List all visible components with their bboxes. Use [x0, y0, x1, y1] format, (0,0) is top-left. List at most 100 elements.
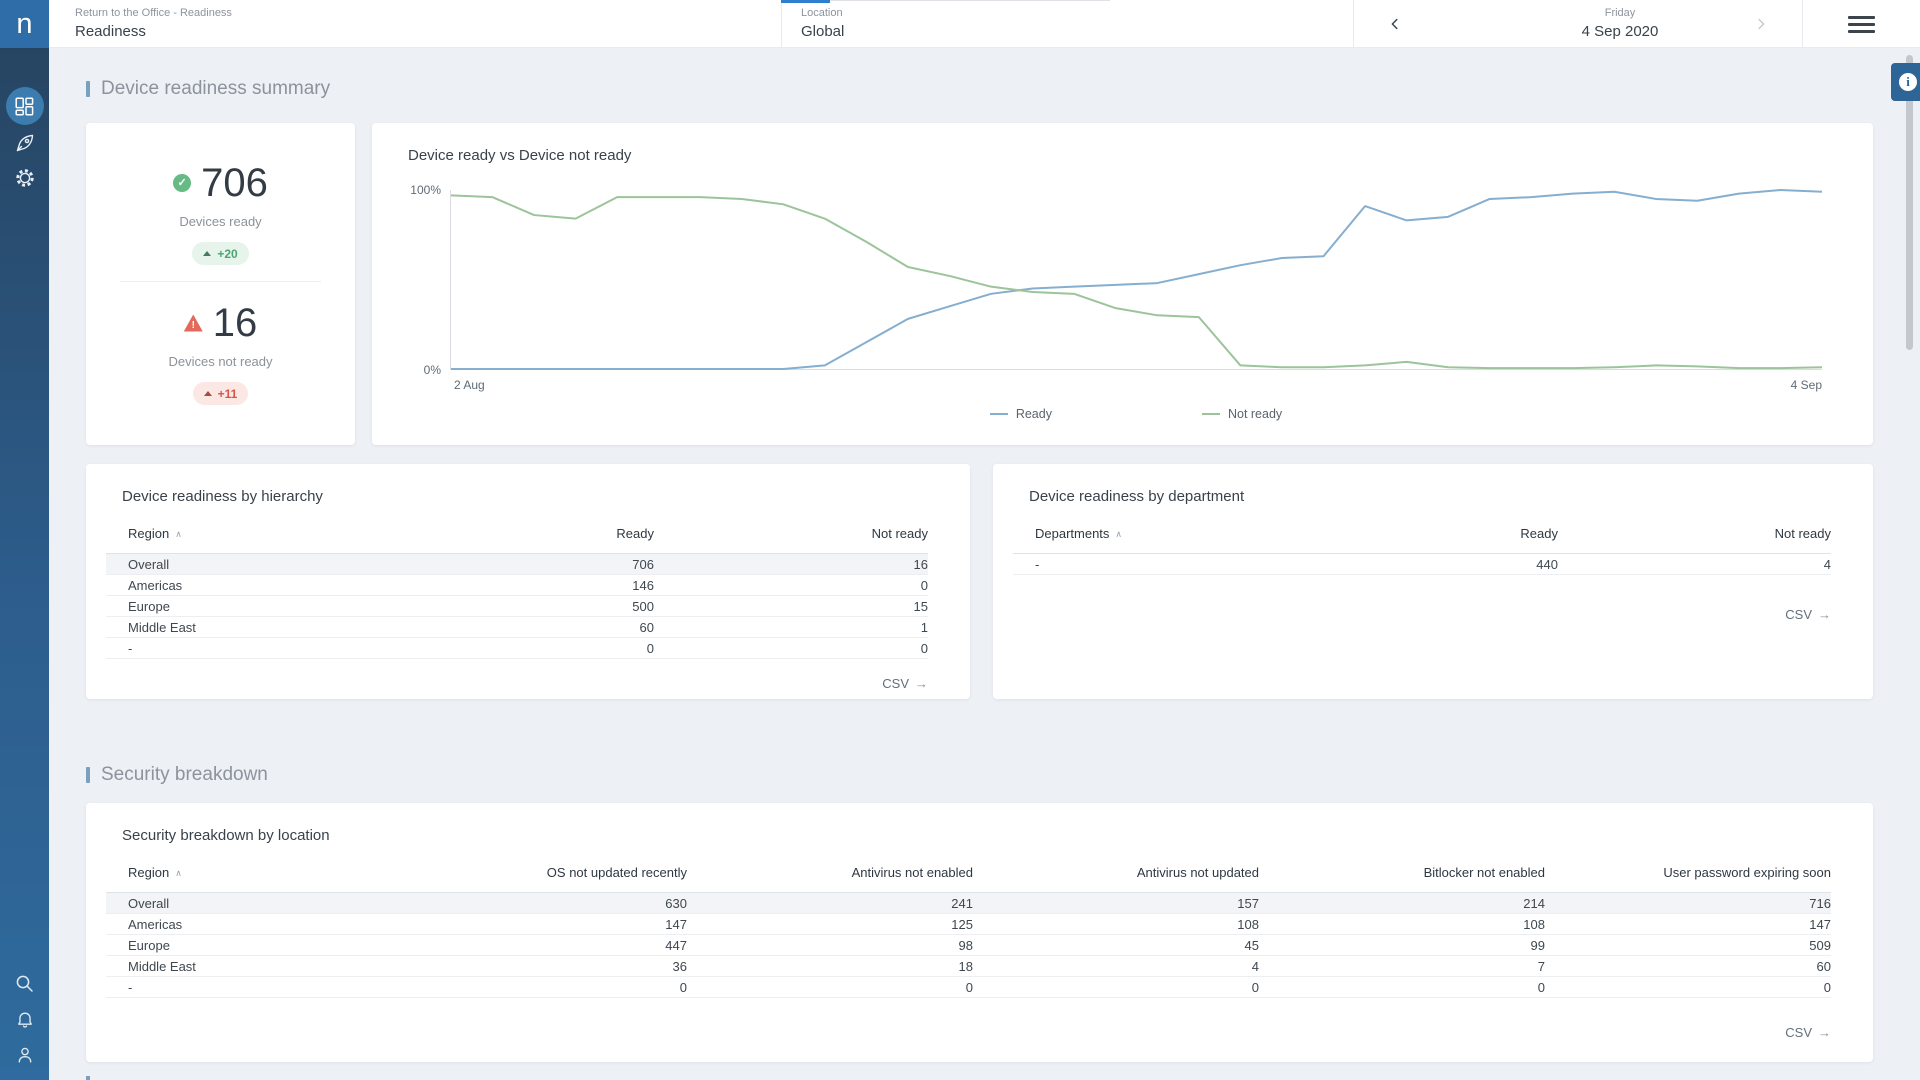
line-chart-plot-area	[450, 190, 1822, 370]
check-circle-icon: ✓	[173, 174, 192, 192]
chart-legend: Ready Not ready	[450, 407, 1822, 421]
divider	[781, 0, 782, 47]
sidebar-nav: n	[0, 0, 49, 1080]
table-cell: 0	[973, 976, 1259, 998]
device-readiness-kpi-card: ✓ 706 Devices ready +20 ! 16 Devices not…	[86, 123, 355, 445]
table-cell: 60	[1545, 955, 1831, 977]
column-header-not-ready[interactable]: Not ready	[654, 526, 928, 554]
table-row: Middle East 60 1	[106, 616, 928, 638]
table-title: Device readiness by hierarchy	[122, 488, 323, 505]
menu-button[interactable]	[1848, 16, 1875, 33]
sidebar-item-profile[interactable]	[0, 1044, 49, 1066]
page-title: Readiness	[75, 23, 146, 40]
info-button[interactable]: i	[1891, 63, 1920, 101]
table-cell: 716	[1545, 892, 1831, 914]
table-cell: -	[106, 637, 380, 659]
sidebar-item-notifications[interactable]	[0, 1009, 49, 1031]
table-cell: Overall	[106, 892, 401, 914]
legend-item-ready[interactable]: Ready	[989, 407, 1052, 421]
column-header-user-password-expiring-soon[interactable]: User password expiring soon	[1545, 865, 1831, 893]
table-row: -440 4	[1013, 553, 1831, 575]
table-row: Americas 146 0	[106, 574, 928, 596]
table-cell: Middle East	[106, 616, 380, 638]
table-cell: 4	[1558, 553, 1831, 575]
table-cell: 45	[973, 934, 1259, 956]
table-cell: -	[1013, 553, 1285, 575]
sort-ascending-icon: ∧	[1115, 529, 1123, 539]
devices-ready-kpi: ✓ 706 Devices ready +20	[86, 163, 355, 265]
table-cell: 36	[401, 955, 687, 977]
devices-not-ready-value: 16	[212, 301, 258, 345]
table-cell: 0	[654, 637, 928, 659]
sidebar-item-settings[interactable]	[0, 167, 49, 189]
table-cell: 500	[380, 595, 654, 617]
table-cell: Europe	[106, 595, 380, 617]
trend-up-icon	[203, 391, 212, 396]
date-selector[interactable]: Friday 4 Sep 2020	[1520, 6, 1720, 41]
section-title: Security breakdown	[101, 764, 268, 785]
table-cell: 706	[380, 553, 654, 575]
table-cell: 0	[1545, 976, 1831, 998]
trend-up-icon	[203, 251, 212, 256]
table-cell: Americas	[106, 913, 401, 935]
readiness-by-hierarchy-card: Device readiness by hierarchy Region ∧ Rea…	[86, 464, 970, 699]
legend-item-not-ready[interactable]: Not ready	[1201, 407, 1282, 421]
table-row: Europe 500 15	[106, 595, 928, 617]
column-header-antivirus-not-enabled[interactable]: Antivirus not enabled	[687, 865, 973, 893]
table-cell: 16	[654, 553, 928, 575]
column-header-region[interactable]: Region ∧	[106, 865, 401, 893]
scrollbar-thumb[interactable]	[1906, 55, 1913, 350]
column-header-bitlocker-not-enabled[interactable]: Bitlocker not enabled	[1259, 865, 1545, 893]
divider	[1353, 0, 1354, 47]
csv-export-link[interactable]: CSV →	[1785, 607, 1831, 622]
location-label: Location	[801, 7, 843, 19]
readiness-by-department-card: Device readiness by department Departmen…	[993, 464, 1873, 699]
arrow-right-icon: →	[1818, 607, 1831, 622]
dashboard-grid-icon	[15, 96, 34, 116]
csv-export-link[interactable]: CSV →	[882, 676, 928, 691]
column-header-departments[interactable]: Departments ∧	[1013, 526, 1285, 554]
devices-not-ready-kpi: ! 16 Devices not ready +11	[86, 303, 355, 405]
sidebar-item-search[interactable]	[0, 973, 49, 995]
table-cell: 214	[1259, 892, 1545, 914]
column-header-os-not-updated-recently[interactable]: OS not updated recently	[401, 865, 687, 893]
chevron-right-icon	[1758, 18, 1765, 30]
table-row: Europe 447 98 45 99 509	[106, 934, 1831, 956]
table-cell: 447	[401, 934, 687, 956]
table-cell: Europe	[106, 934, 401, 956]
page-heading: Return to the Office - Readiness Readine…	[75, 6, 232, 41]
sort-ascending-icon: ∧	[175, 529, 182, 539]
table-row: Overall 630 241 157 214 716	[106, 892, 1831, 914]
app-logo[interactable]: n	[0, 0, 49, 48]
hamburger-icon	[1848, 16, 1875, 19]
chart-title: Device ready vs Device not ready	[408, 147, 632, 164]
column-header-not-ready[interactable]: Not ready	[1558, 526, 1831, 554]
x-axis-end-label: 4 Sep	[1790, 378, 1822, 392]
column-header-ready[interactable]: Ready	[1285, 526, 1558, 554]
table-cell: Americas	[106, 574, 380, 596]
date-value: 4 Sep 2020	[1581, 23, 1659, 40]
next-day-button-disabled[interactable]	[1749, 12, 1773, 36]
column-header-antivirus-not-updated[interactable]: Antivirus not updated	[973, 865, 1259, 893]
previous-day-button[interactable]	[1383, 12, 1407, 36]
table-cell: 1	[654, 616, 928, 638]
sidebar-item-campaigns[interactable]	[0, 131, 49, 155]
table-cell: 4	[973, 955, 1259, 977]
location-selector[interactable]: Location Global	[801, 6, 844, 41]
table-cell: 7	[1259, 955, 1545, 977]
column-header-region[interactable]: Region ∧	[106, 526, 380, 554]
table-cell: 0	[654, 574, 928, 596]
gear-icon	[15, 169, 34, 187]
sort-ascending-icon: ∧	[175, 868, 182, 878]
csv-export-link[interactable]: CSV →	[1785, 1025, 1831, 1040]
table-cell: 146	[380, 574, 654, 596]
column-header-ready[interactable]: Ready	[380, 526, 654, 554]
sidebar-item-dashboards[interactable]	[0, 87, 49, 125]
table-cell: 125	[687, 913, 973, 935]
y-axis-min-label: 0%	[423, 363, 441, 377]
table-cell: 147	[401, 913, 687, 935]
table-cell: Overall	[106, 553, 380, 575]
section-title: Device readiness summary	[101, 78, 331, 99]
